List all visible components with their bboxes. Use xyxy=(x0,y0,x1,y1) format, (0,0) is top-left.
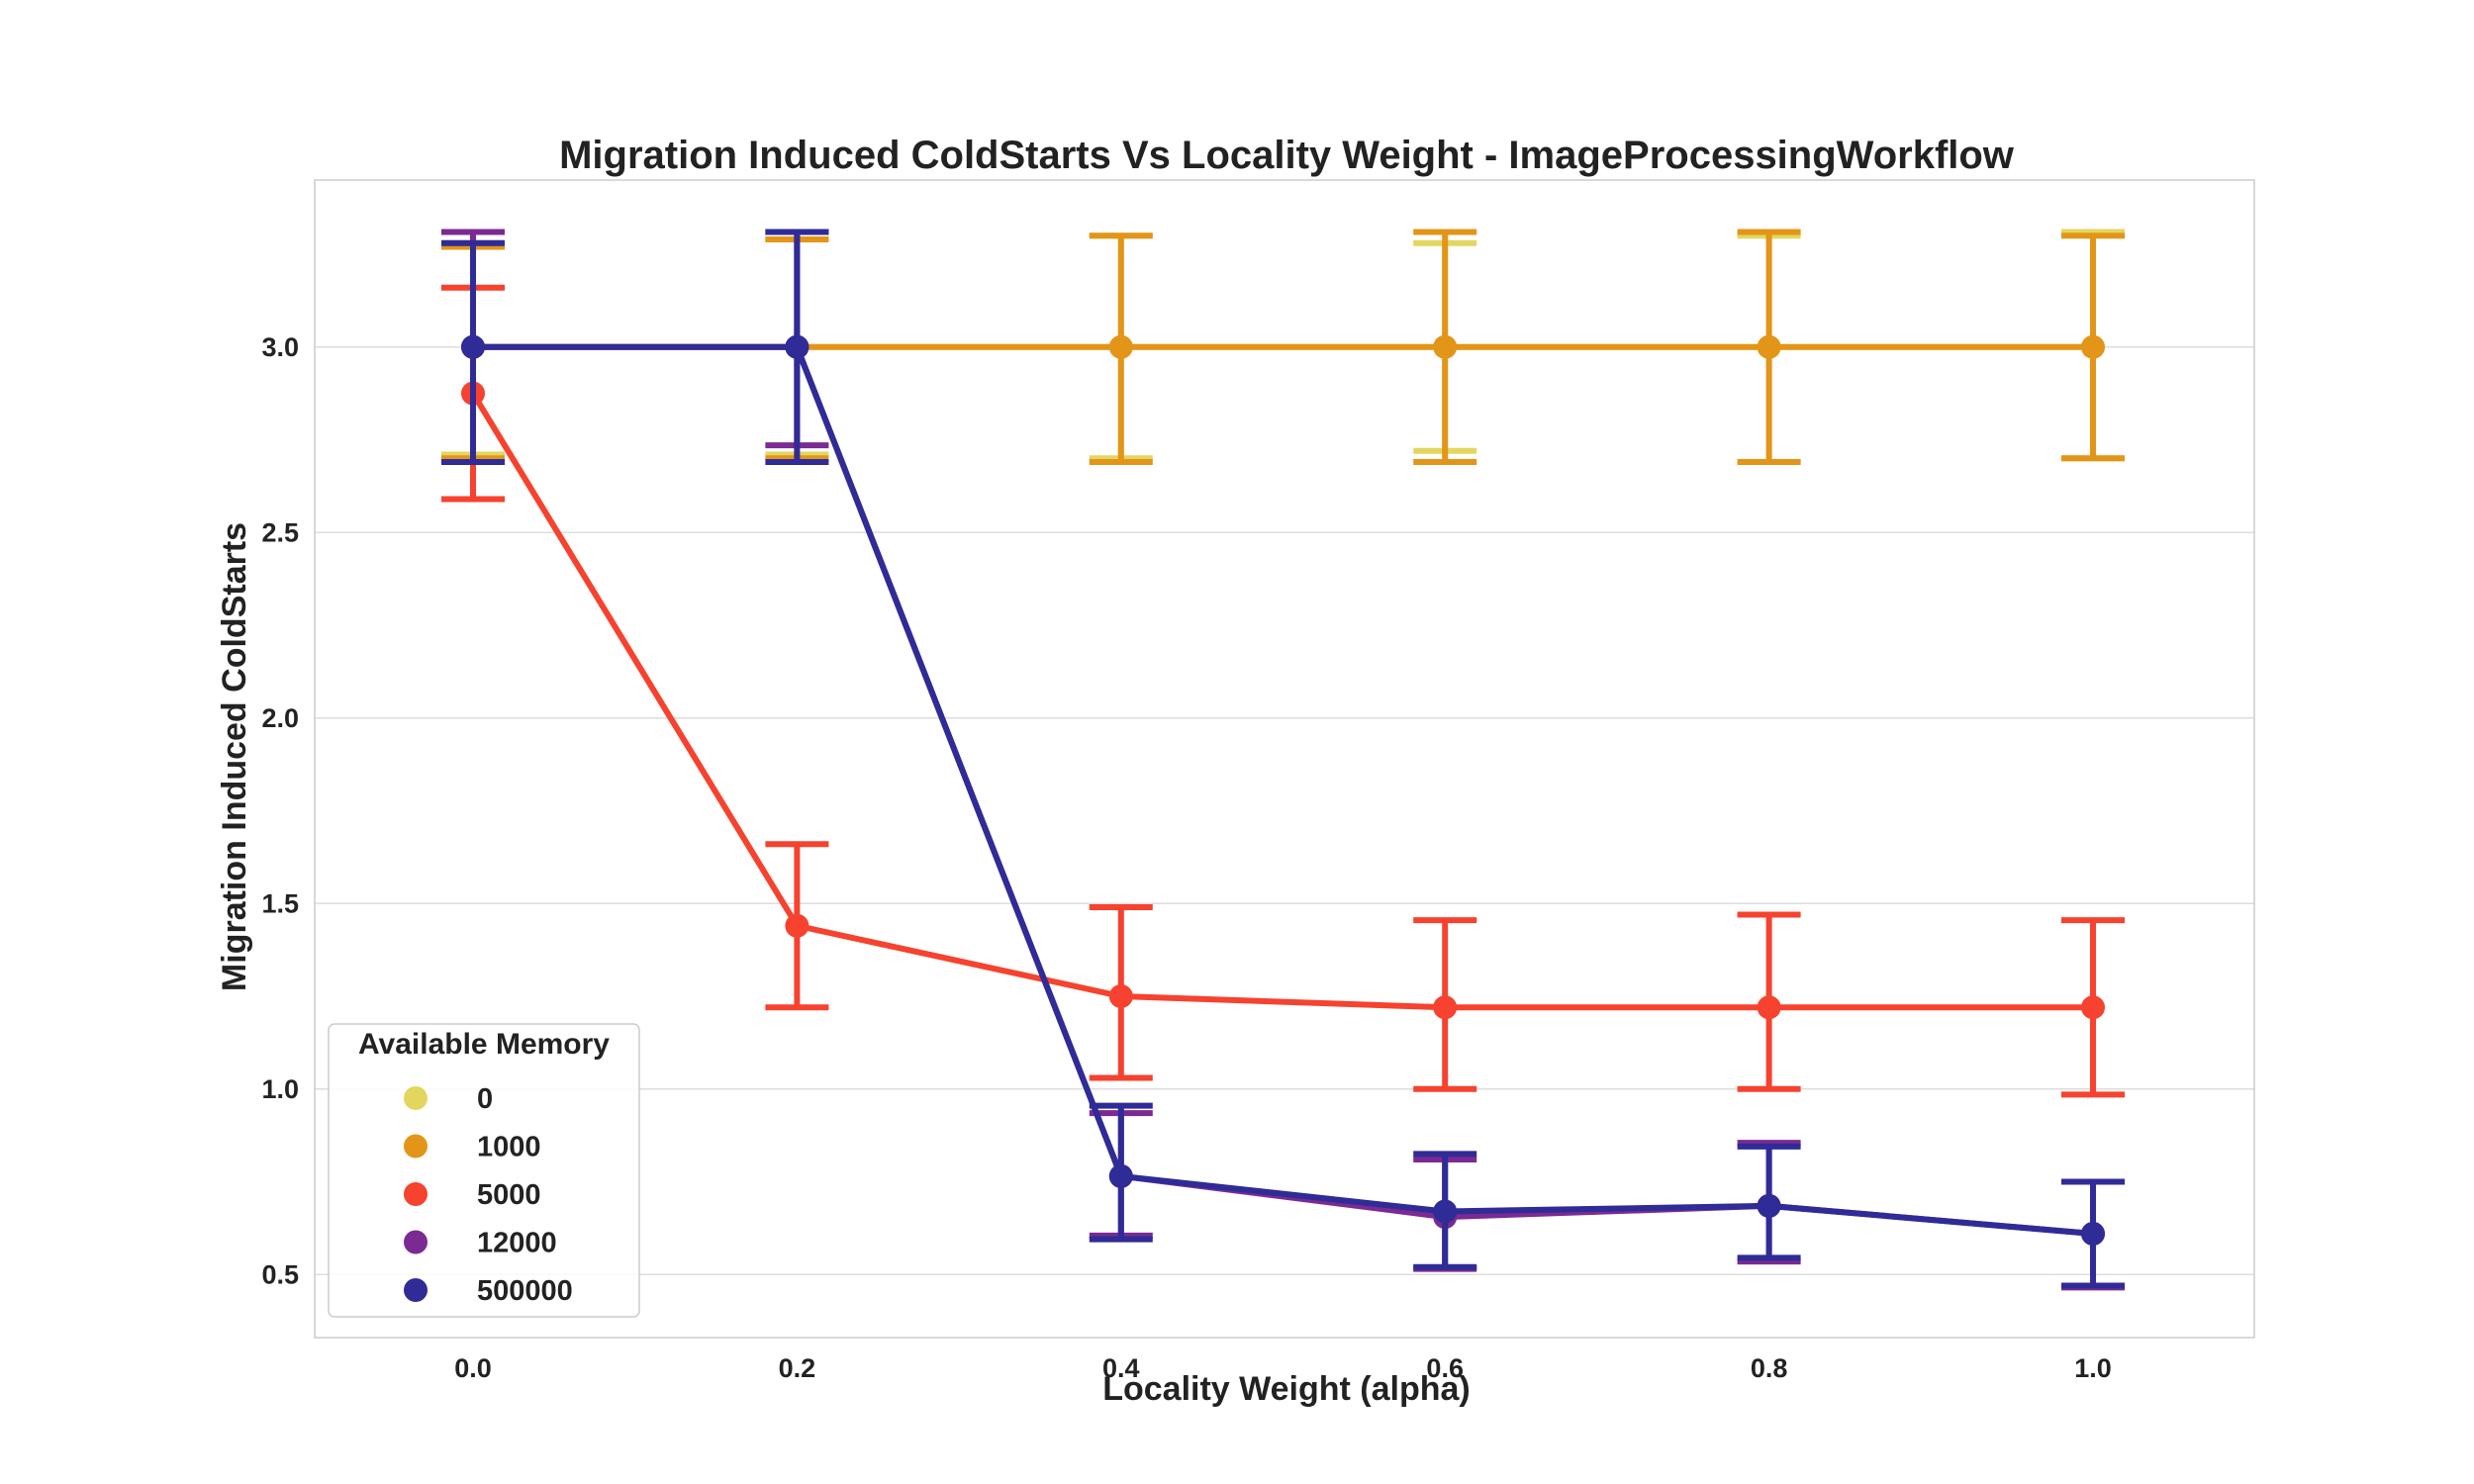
legend-box xyxy=(328,1023,640,1318)
data-point xyxy=(461,334,485,359)
y-tick-label: 1.5 xyxy=(261,888,299,918)
x-tick-label: 0.4 xyxy=(1102,1353,1140,1383)
data-point xyxy=(1433,334,1458,359)
legend-label: 5000 xyxy=(477,1179,541,1211)
legend: Available Memory 0 1000 5000 12000 500000 xyxy=(328,1023,640,1318)
legend-label: 0 xyxy=(477,1083,493,1115)
series-layer xyxy=(441,229,2125,1291)
legend-label: 500000 xyxy=(477,1275,573,1307)
data-point xyxy=(2081,1222,2105,1246)
y-axis-label: Migration Induced ColdStarts xyxy=(216,522,253,991)
data-point xyxy=(1757,334,1781,359)
plot-frame xyxy=(314,179,2255,1339)
legend-marker xyxy=(404,1134,428,1159)
legend-marker xyxy=(404,1230,428,1254)
legend-label: 1000 xyxy=(477,1132,541,1163)
y-tick-label: 2.5 xyxy=(261,517,299,547)
data-point xyxy=(1757,995,1781,1020)
y-tick-label: 0.5 xyxy=(261,1259,299,1289)
x-tick-label: 1.0 xyxy=(2074,1353,2112,1383)
data-point xyxy=(2081,334,2105,359)
data-point xyxy=(1757,1193,1781,1218)
legend-marker xyxy=(404,1182,428,1206)
series-line xyxy=(470,392,2093,1011)
data-point xyxy=(2081,995,2105,1020)
x-axis-label: Locality Weight (alpha) xyxy=(1102,1370,1471,1408)
legend-marker xyxy=(404,1086,428,1110)
data-point xyxy=(785,913,809,938)
series-line xyxy=(473,343,2094,1237)
data-point xyxy=(1433,995,1458,1020)
legend-title: Available Memory xyxy=(358,1028,610,1061)
chart-title: Migration Induced ColdStarts Vs Locality… xyxy=(559,134,2015,177)
y-tick-label: 3.0 xyxy=(261,332,299,362)
series-500000 xyxy=(441,229,2125,1289)
legend-label: 12000 xyxy=(477,1228,557,1259)
data-point xyxy=(1108,1163,1133,1188)
data-point xyxy=(1108,984,1133,1008)
legend-items: 0 1000 5000 12000 500000 xyxy=(404,1083,573,1307)
y-tick-label: 2.0 xyxy=(261,703,299,733)
y-axis-ticks: 0.5 1.0 1.5 2.0 2.5 3.0 xyxy=(261,332,299,1290)
data-point xyxy=(785,334,809,359)
x-tick-label: 0.2 xyxy=(779,1353,816,1383)
y-tick-label: 1.0 xyxy=(261,1074,299,1104)
x-tick-label: 0.6 xyxy=(1426,1353,1464,1383)
x-tick-label: 0.8 xyxy=(1751,1353,1788,1383)
data-point xyxy=(1433,1199,1458,1224)
data-point xyxy=(1108,334,1133,359)
x-tick-label: 0.0 xyxy=(454,1353,492,1383)
x-axis-ticks: 0.0 0.2 0.4 0.6 0.8 1.0 xyxy=(454,1353,2112,1383)
legend-marker xyxy=(404,1278,428,1302)
